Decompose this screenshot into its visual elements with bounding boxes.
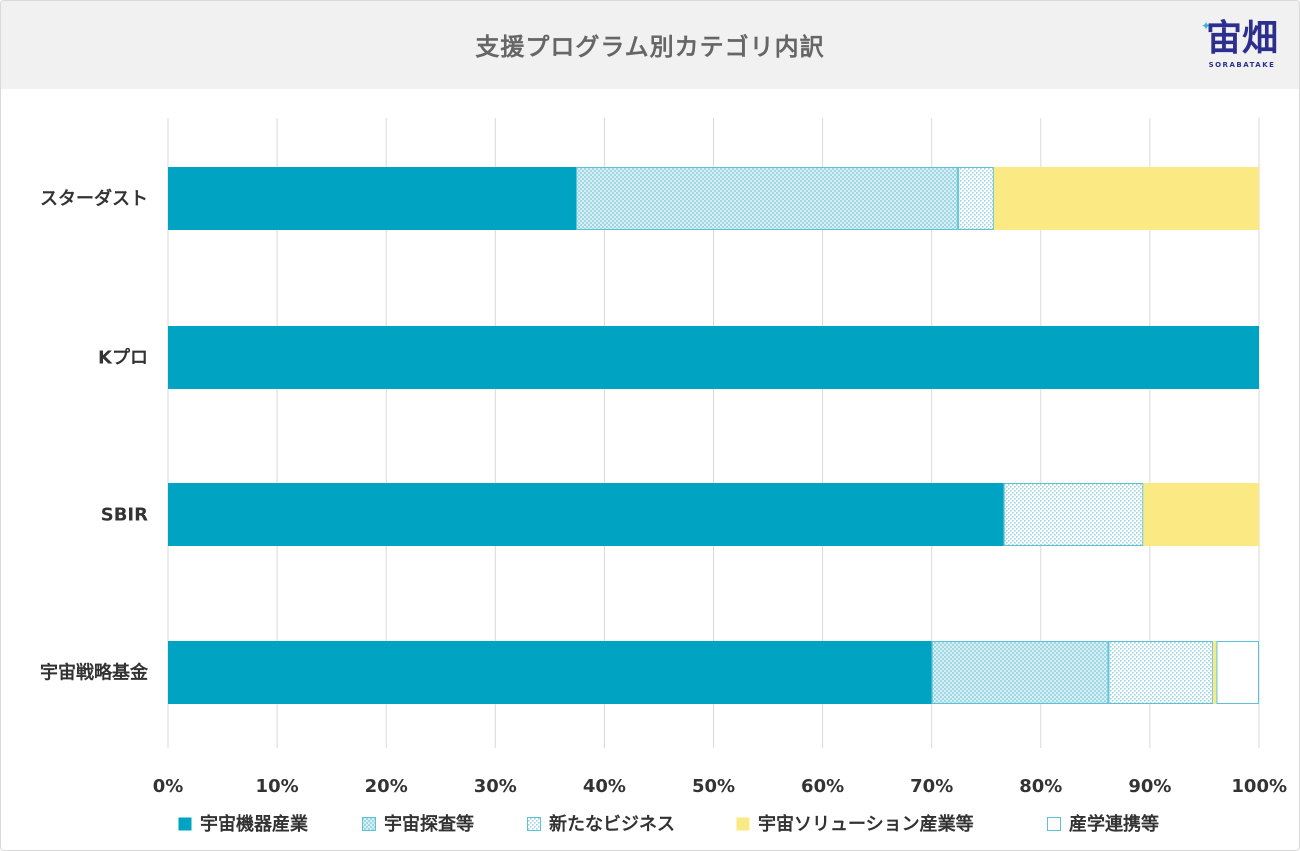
logo-subtext: SORABATAKE: [1208, 61, 1276, 69]
legend-swatch: [362, 817, 376, 831]
tick-label: 100%: [1231, 776, 1287, 797]
legend-swatch: [1047, 817, 1061, 831]
legend-label: 産学連携等: [1069, 813, 1159, 835]
legend-swatch: [736, 817, 750, 831]
sorabatake-logo: ✦ 宙畑 SORABATAKE: [1197, 15, 1287, 75]
legend-label: 新たなビジネス: [549, 813, 675, 835]
category-label: スターダスト: [40, 188, 148, 210]
bar-segment: [931, 641, 1109, 704]
bar-segment: [1108, 641, 1214, 704]
bar-segment: [1143, 483, 1259, 546]
bar-segment: [168, 167, 577, 230]
tick-label: 80%: [1019, 776, 1062, 797]
bar-segment: [993, 167, 1259, 230]
category-label: Kプロ: [98, 347, 148, 369]
bar-segment: [1216, 641, 1260, 704]
bar-segment: [168, 483, 1004, 546]
tick-label: 90%: [1128, 776, 1171, 797]
bar-segment: [1003, 483, 1144, 546]
tick-label: 70%: [910, 776, 953, 797]
legend-swatch: [527, 817, 541, 831]
legend-label: 宇宙機器産業: [200, 813, 309, 835]
tick-label: 10%: [256, 776, 299, 797]
category-label: SBIR: [101, 505, 148, 526]
category-label: 宇宙戦略基金: [40, 662, 149, 684]
legend-swatch: [178, 817, 192, 831]
tick-label: 50%: [692, 776, 735, 797]
title-band: [1, 1, 1299, 89]
bar-segment: [1213, 641, 1217, 704]
logo-mark: 宙畑: [1205, 18, 1278, 59]
x-axis-ticks: 0% 10% 20% 30% 40% 50% 60% 70% 80% 90% 100%: [153, 776, 1287, 797]
tick-label: 60%: [801, 776, 844, 797]
bar-segment: [576, 167, 958, 230]
bar-segment: [168, 326, 1259, 389]
category-labels: スターダスト Kプロ SBIR 宇宙戦略基金: [40, 188, 149, 684]
chart-title: 支援プログラム別カテゴリ内訳: [475, 33, 825, 61]
tick-label: 30%: [474, 776, 517, 797]
bar-segment: [168, 641, 932, 704]
sparkle-icon: ✦: [1201, 19, 1212, 33]
tick-label: 20%: [365, 776, 408, 797]
bar-segment: [957, 167, 994, 230]
legend: 宇宙機器産業 宇宙探査等 新たなビジネス 宇宙ソリューション産業等 産学連携等: [178, 813, 1159, 835]
tick-label: 0%: [153, 776, 184, 797]
legend-label: 宇宙探査等: [384, 813, 474, 835]
bars: [168, 167, 1260, 704]
legend-label: 宇宙ソリューション産業等: [758, 813, 974, 835]
tick-label: 40%: [583, 776, 626, 797]
